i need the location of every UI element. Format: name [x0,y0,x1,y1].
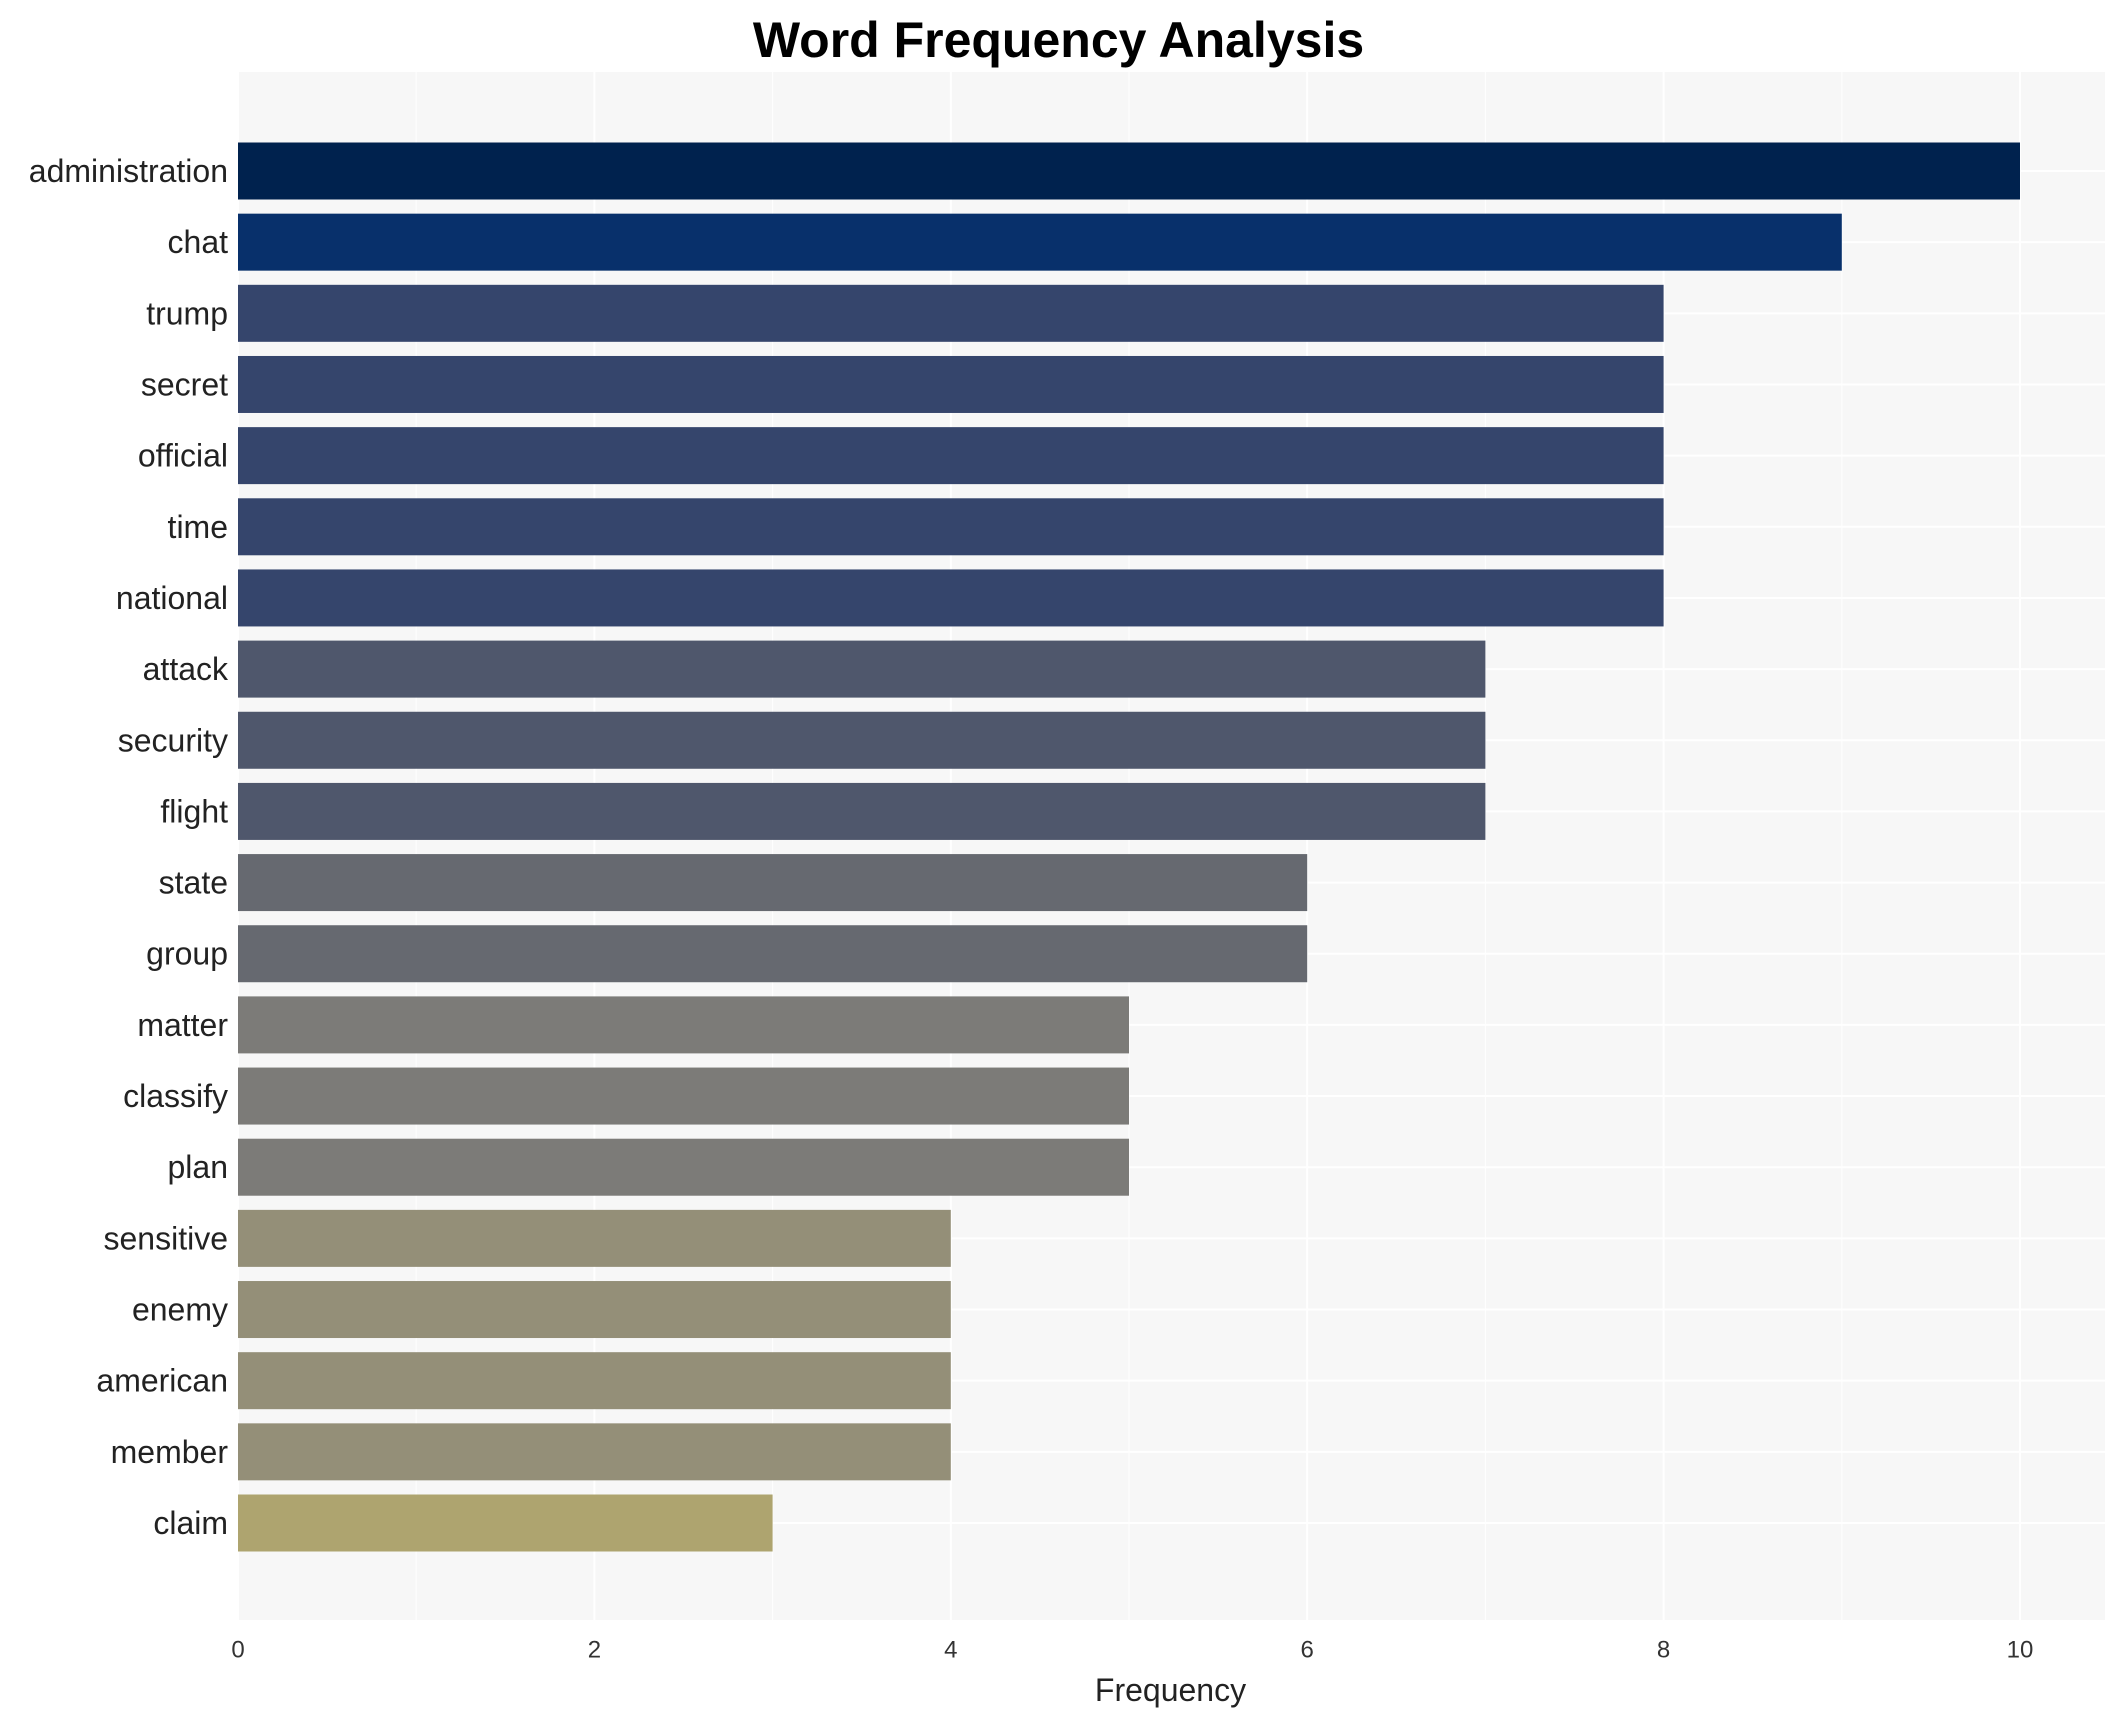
category-label-chat: chat [168,224,229,260]
bar-administration [238,142,2020,200]
bar-enemy [238,1281,951,1339]
x-tick-label: 2 [588,1637,601,1664]
bar-trump [238,284,1664,342]
bar-official [238,427,1664,485]
category-label-official: official [138,438,228,474]
bar-national [238,569,1664,627]
x-tick-label: 10 [2007,1637,2034,1664]
category-label-attack: attack [143,651,229,687]
bar-flight [238,782,1486,840]
x-tick-label: 8 [1657,1637,1670,1664]
bar-classify [238,1067,1129,1125]
category-label-trump: trump [146,295,228,331]
category-label-administration: administration [29,153,228,189]
category-label-claim: claim [153,1505,228,1541]
category-label-state: state [159,865,228,901]
x-axis-label: Frequency [1095,1672,1246,1708]
category-label-sensitive: sensitive [104,1220,229,1256]
bar-claim [238,1494,773,1552]
category-label-american: american [96,1363,228,1399]
bar-member [238,1423,951,1481]
category-label-classify: classify [123,1078,228,1114]
x-tick-label: 0 [231,1637,244,1664]
category-label-group: group [146,936,228,972]
bar-state [238,854,1308,912]
category-label-national: national [116,580,228,616]
bar-sensitive [238,1209,951,1267]
category-label-plan: plan [168,1149,229,1185]
bar-chat [238,213,1842,271]
bar-attack [238,640,1486,698]
bar-plan [238,1138,1129,1196]
bar-american [238,1352,951,1410]
category-label-enemy: enemy [132,1292,228,1328]
category-label-flight: flight [160,793,228,829]
x-tick-label: 6 [1301,1637,1314,1664]
bar-group [238,925,1308,983]
bar-time [238,498,1664,556]
bar-secret [238,355,1664,413]
category-label-secret: secret [141,366,228,402]
category-label-matter: matter [137,1007,228,1043]
x-tick-label: 4 [944,1637,957,1664]
category-label-member: member [111,1434,229,1470]
chart-title: Word Frequency Analysis [752,12,1365,68]
bar-matter [238,996,1129,1054]
bar-security [238,711,1486,769]
category-label-security: security [118,722,228,758]
category-label-time: time [168,509,228,545]
